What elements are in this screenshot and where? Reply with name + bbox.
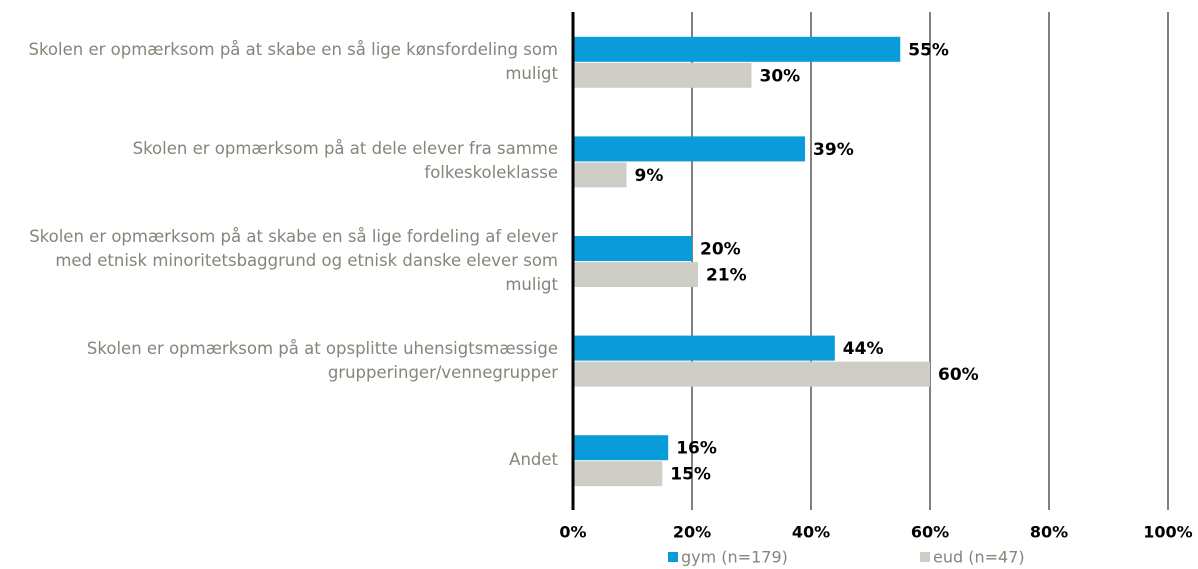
data-label: 60% [938, 365, 979, 385]
legend-swatch [920, 552, 930, 562]
data-label: 55% [908, 40, 949, 60]
category-label: Skolen er opmærksom på at dele elever fr… [132, 139, 558, 183]
legend-swatch [668, 552, 678, 562]
bar [573, 461, 663, 487]
x-tick-label: 0% [559, 523, 586, 542]
legend-label: gym (n=179) [681, 548, 788, 567]
data-label: 15% [670, 465, 711, 485]
category-label: Skolen er opmærksom på at opsplitte uhen… [86, 338, 558, 382]
bar [573, 236, 692, 261]
category-label: Andet [509, 450, 558, 470]
bar [573, 335, 835, 361]
bar [573, 136, 806, 162]
bar [573, 162, 627, 188]
data-label: 20% [700, 240, 741, 260]
bar [573, 62, 752, 88]
data-label: 9% [635, 166, 664, 186]
data-label: 30% [760, 66, 801, 86]
x-tick-label: 60% [911, 523, 949, 542]
category-label: Skolen er opmærksom på at skabe en så li… [29, 227, 558, 294]
data-label: 16% [676, 439, 717, 459]
category-label: Skolen er opmærksom på at skabe en så li… [28, 39, 558, 83]
legend-label: eud (n=47) [933, 548, 1025, 567]
bar [573, 36, 901, 62]
data-label: 21% [706, 266, 747, 286]
data-label: 39% [813, 140, 854, 160]
x-tick-label: 100% [1143, 523, 1192, 542]
x-tick-label: 80% [1030, 523, 1068, 542]
bar [573, 361, 930, 387]
x-tick-label: 20% [673, 523, 711, 542]
bar [573, 435, 669, 461]
bar [573, 262, 698, 287]
x-tick-label: 40% [792, 523, 830, 542]
data-label: 44% [843, 339, 884, 359]
